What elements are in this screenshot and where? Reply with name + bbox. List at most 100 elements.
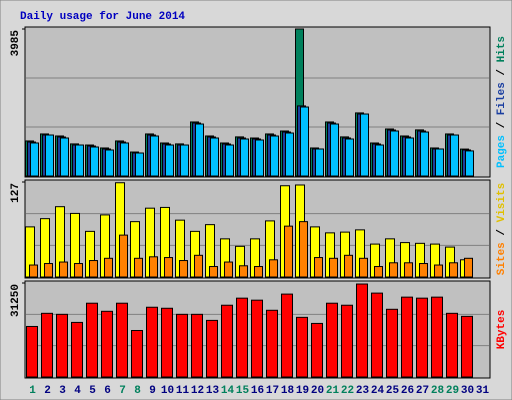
bar: [390, 130, 399, 177]
x-tick-label: 25: [386, 385, 400, 397]
bar: [120, 142, 129, 177]
bar: [41, 312, 53, 378]
bar: [344, 254, 353, 278]
bar: [131, 329, 143, 378]
x-tick-label: 22: [341, 385, 354, 397]
bar: [90, 146, 99, 177]
chart-title: Daily usage for June 2014: [20, 11, 185, 23]
bar: [360, 113, 369, 177]
legend-entry: Hits: [496, 36, 508, 62]
x-tick-label: 15: [236, 385, 250, 397]
x-tick-label: 26: [401, 385, 414, 397]
bar: [315, 148, 324, 177]
bar: [56, 313, 68, 378]
legend: KBytes: [496, 310, 508, 350]
legend-entry: Visits: [496, 183, 508, 223]
bar: [29, 264, 38, 278]
bar: [89, 260, 98, 278]
bar: [161, 307, 173, 378]
bar: [180, 144, 189, 177]
bar: [420, 131, 429, 177]
bar: [221, 304, 233, 378]
bar: [359, 257, 368, 278]
bar: [300, 106, 309, 177]
legend-entry: Files: [496, 82, 508, 115]
x-tick-label: 20: [311, 385, 324, 397]
bar: [269, 259, 278, 278]
x-tick-label: 1: [29, 385, 36, 397]
legend: Sites / Visits: [496, 183, 508, 275]
x-tick-label: 4: [74, 385, 81, 397]
x-tick-label: 28: [431, 385, 445, 397]
bar: [30, 142, 39, 177]
x-tick-label: 14: [221, 385, 235, 397]
bar: [251, 299, 263, 378]
bar: [375, 144, 384, 177]
x-tick-label: 13: [206, 385, 220, 397]
bar: [176, 313, 188, 378]
bar: [401, 296, 413, 378]
bar: [74, 263, 83, 278]
legend-entry: Sites: [496, 242, 508, 275]
x-tick-label: 3: [59, 385, 66, 397]
x-tick-label: 23: [356, 385, 370, 397]
bar: [71, 321, 83, 378]
x-tick-label: 29: [446, 385, 459, 397]
bar: [239, 265, 248, 278]
bar: [434, 264, 443, 278]
bar: [26, 325, 38, 378]
x-tick-label: 12: [191, 385, 204, 397]
bar: [450, 134, 459, 177]
bar: [150, 135, 159, 177]
legend-entry: KBytes: [496, 310, 508, 350]
bar: [165, 144, 174, 177]
x-tick-label: 6: [104, 385, 111, 397]
bar: [446, 312, 458, 378]
bar: [101, 310, 113, 378]
bar: [314, 257, 323, 278]
bar: [284, 225, 293, 278]
x-tick-label: 16: [251, 385, 264, 397]
legend-separator: /: [496, 115, 508, 135]
x-tick-label: 31: [476, 385, 490, 397]
bar: [195, 123, 204, 177]
bar: [405, 137, 414, 177]
bar: [464, 257, 473, 278]
bar: [191, 313, 203, 378]
bar: [449, 262, 458, 278]
bar: [236, 297, 248, 378]
y-tick-label: 31250: [10, 284, 22, 317]
bar: [270, 135, 279, 177]
x-tick-label: 18: [281, 385, 295, 397]
bar: [164, 257, 173, 278]
bar: [206, 319, 218, 378]
bar: [285, 132, 294, 177]
x-tick-label: 5: [89, 385, 96, 397]
y-tick-label: 3985: [10, 30, 22, 57]
bar: [149, 256, 158, 278]
bar: [59, 261, 68, 278]
bar: [254, 266, 263, 278]
x-tick-label: 8: [134, 385, 141, 397]
bar: [431, 296, 443, 378]
bar: [134, 257, 143, 278]
bar: [86, 302, 98, 378]
x-tick-label: 7: [119, 385, 126, 397]
bar: [240, 138, 249, 177]
bar: [389, 262, 398, 278]
bar: [404, 262, 413, 278]
x-tick-label: 19: [296, 385, 309, 397]
x-tick-label: 2: [44, 385, 51, 397]
bar: [135, 152, 144, 177]
bar: [345, 138, 354, 177]
bar: [311, 322, 323, 378]
x-tick-label: 11: [176, 385, 190, 397]
x-tick-label: 24: [371, 385, 385, 397]
bar: [374, 266, 383, 278]
x-tick-label: 21: [326, 385, 340, 397]
bar: [210, 137, 219, 177]
bar: [60, 137, 69, 177]
x-tick-label: 30: [461, 385, 474, 397]
bar: [119, 234, 128, 278]
legend-entry: Pages: [496, 135, 508, 168]
